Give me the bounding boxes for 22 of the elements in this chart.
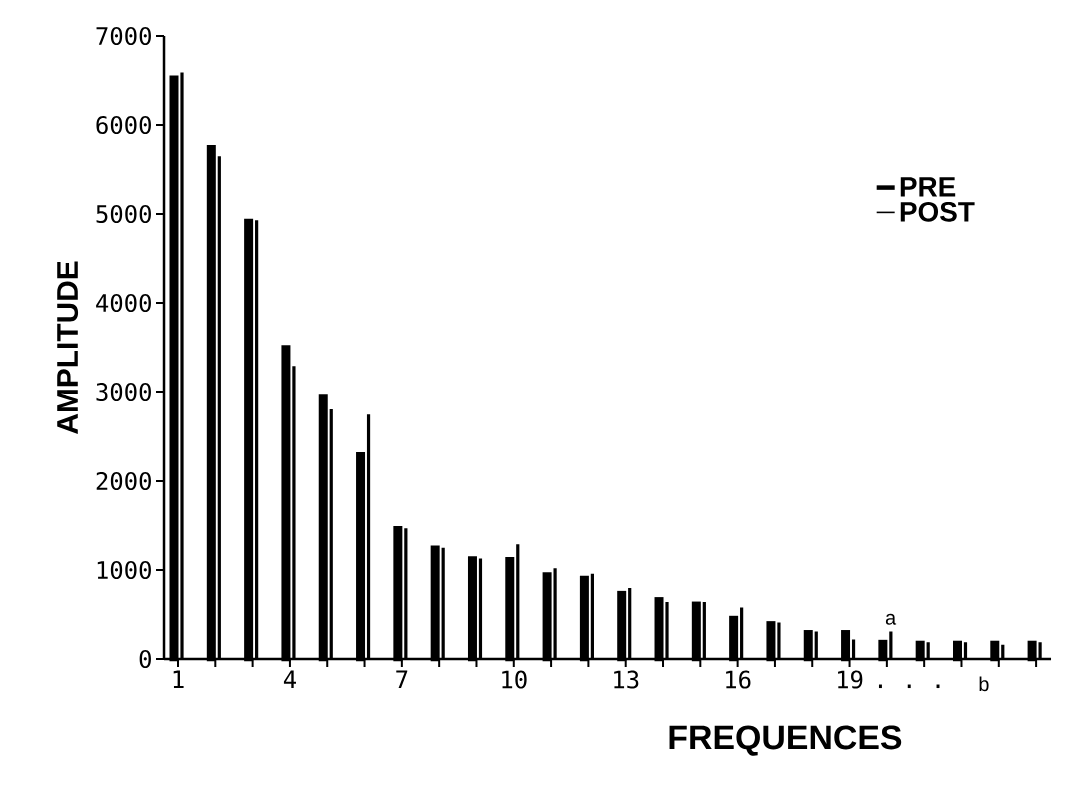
x-tick-label: 4 <box>283 670 296 688</box>
x-tick-label: 13 <box>614 670 639 689</box>
legend-label: PRE <box>900 177 956 197</box>
y-tick-label: 6000 <box>96 115 151 135</box>
x-tick-label: 10 <box>502 670 527 689</box>
y-tick-label: 2000 <box>96 471 151 491</box>
y-tick-label: 1000 <box>97 560 151 580</box>
x-tick-label: 7 <box>396 670 408 688</box>
x-axis-title: FREQUENCES <box>669 725 902 756</box>
annotation: a <box>885 613 897 625</box>
y-tick-label: 5000 <box>96 204 151 224</box>
legend-label: POST <box>900 201 975 222</box>
y-tick-label: 3000 <box>96 382 151 402</box>
y-tick-label: 0 <box>139 649 151 669</box>
y-tick-label: 7000 <box>96 26 151 46</box>
text: b <box>979 676 989 692</box>
x-tick-label: 1 <box>173 670 184 688</box>
y-axis-title: AMPLITUDE <box>57 261 79 434</box>
x-tick-label: 19 <box>838 670 863 689</box>
y-tick-label: 4000 <box>96 293 151 313</box>
text: · · · <box>878 684 940 689</box>
x-tick-label: 16 <box>726 670 751 689</box>
